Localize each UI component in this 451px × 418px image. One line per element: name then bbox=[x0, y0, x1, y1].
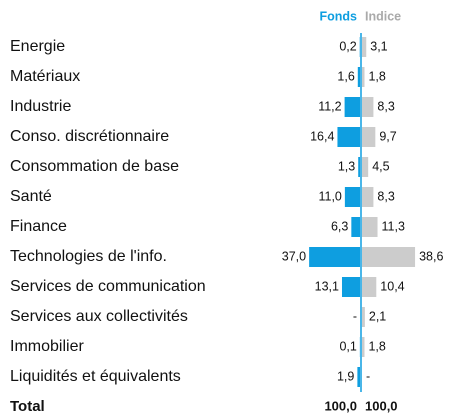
bar bbox=[362, 97, 374, 117]
category-label: Services de communication bbox=[10, 278, 206, 295]
bar bbox=[362, 157, 369, 177]
value-label: 37,0 bbox=[282, 249, 306, 263]
bar bbox=[362, 67, 365, 87]
total-label: Total bbox=[10, 398, 45, 415]
bar bbox=[309, 247, 360, 267]
category-label: Conso. discrétionnaire bbox=[10, 128, 169, 145]
bar bbox=[362, 37, 367, 57]
bar bbox=[357, 367, 360, 387]
value-label: 38,6 bbox=[419, 249, 443, 263]
category-label: Services aux collectivités bbox=[10, 308, 188, 325]
value-label: 2,1 bbox=[369, 309, 386, 323]
value-label: 0,2 bbox=[339, 39, 356, 53]
bar bbox=[351, 217, 360, 237]
value-label: 11,3 bbox=[382, 219, 405, 233]
bar bbox=[362, 127, 376, 147]
category-label: Consommation de base bbox=[10, 158, 179, 175]
category-label: Technologies de l'info. bbox=[10, 248, 167, 265]
legend-label: Indice bbox=[365, 9, 401, 23]
bar bbox=[341, 277, 360, 297]
total-value: 100,0 bbox=[365, 398, 398, 413]
bar bbox=[362, 247, 416, 267]
value-label: 1,8 bbox=[368, 339, 385, 353]
value-label: 10,4 bbox=[380, 279, 404, 293]
bar bbox=[362, 277, 377, 297]
value-label: 16,4 bbox=[310, 129, 334, 143]
value-label: 1,3 bbox=[338, 159, 355, 173]
value-label: 11,0 bbox=[318, 189, 341, 203]
value-label: 0,1 bbox=[339, 339, 356, 353]
value-label: 9,7 bbox=[379, 129, 396, 143]
bar bbox=[337, 127, 360, 147]
legend-label: Fonds bbox=[320, 9, 358, 23]
category-label: Santé bbox=[10, 188, 52, 205]
value-label: 11,2 bbox=[318, 99, 341, 113]
value-label: 13,1 bbox=[315, 279, 339, 293]
value-label: 8,3 bbox=[377, 99, 394, 113]
total-value: 100,0 bbox=[324, 398, 357, 413]
value-label: 1,6 bbox=[337, 69, 354, 83]
category-label: Industrie bbox=[10, 98, 71, 115]
bar bbox=[362, 307, 365, 327]
bar bbox=[358, 157, 360, 177]
category-label: Finance bbox=[10, 218, 67, 235]
value-label: 8,3 bbox=[377, 189, 394, 203]
bar bbox=[344, 187, 360, 207]
category-label: Immobilier bbox=[10, 338, 84, 355]
bar bbox=[362, 337, 365, 357]
bar bbox=[362, 217, 378, 237]
value-label: 1,9 bbox=[337, 369, 354, 383]
category-label: Liquidités et équivalents bbox=[10, 368, 181, 385]
value-label: 3,1 bbox=[370, 39, 387, 53]
value-label: - bbox=[353, 309, 357, 323]
category-label: Energie bbox=[10, 38, 65, 55]
category-label: Matériaux bbox=[10, 68, 80, 85]
bar bbox=[357, 67, 360, 87]
value-label: 1,8 bbox=[368, 69, 385, 83]
bar bbox=[344, 97, 360, 117]
value-label: 6,3 bbox=[331, 219, 348, 233]
bar bbox=[362, 187, 374, 207]
value-label: 4,5 bbox=[372, 159, 389, 173]
value-label: - bbox=[366, 369, 370, 383]
